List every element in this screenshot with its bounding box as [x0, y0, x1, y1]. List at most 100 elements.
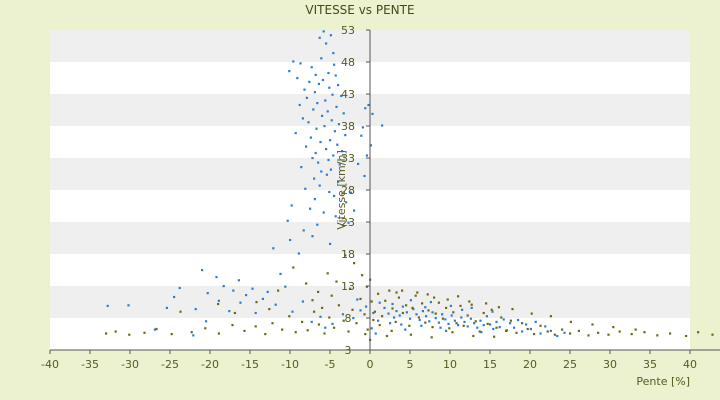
- scatter-point: [482, 311, 485, 315]
- scatter-point: [521, 322, 524, 325]
- scatter-point: [457, 324, 460, 327]
- scatter-point: [430, 336, 433, 339]
- scatter-point: [367, 103, 370, 107]
- scatter-point: [395, 291, 398, 294]
- scatter-point: [597, 331, 600, 334]
- scatter-point: [317, 161, 320, 164]
- scatter-point: [313, 91, 316, 94]
- scatter-point: [347, 330, 350, 333]
- scatter-point: [322, 211, 325, 214]
- scatter-point: [385, 334, 388, 338]
- scatter-point: [296, 77, 299, 80]
- scatter-point: [271, 322, 274, 325]
- scatter-point: [347, 221, 350, 224]
- scatter-point: [363, 174, 366, 178]
- scatter-point: [412, 308, 415, 311]
- scatter-point: [222, 285, 225, 288]
- scatter-point: [415, 313, 418, 316]
- scatter-point: [288, 70, 291, 73]
- scatter-point: [656, 334, 659, 337]
- scatter-point: [344, 134, 347, 137]
- scatter-point: [381, 315, 384, 318]
- scatter-point: [472, 334, 475, 338]
- scatter-point: [546, 330, 549, 333]
- scatter-point: [408, 324, 411, 327]
- x-tick-label: 5: [407, 358, 414, 371]
- scatter-point: [441, 313, 444, 316]
- scatter-point: [479, 319, 482, 322]
- scatter-point: [297, 252, 300, 255]
- scatter-point: [445, 329, 448, 332]
- scatter-point: [452, 311, 455, 314]
- scatter-point: [451, 331, 454, 334]
- scatter-point: [323, 332, 326, 335]
- scatter-point: [201, 269, 204, 272]
- scatter-point: [397, 296, 400, 299]
- scatter-point: [360, 134, 363, 137]
- scatter-point: [411, 306, 414, 309]
- scatter-point: [427, 309, 430, 312]
- scatter-point: [453, 319, 456, 322]
- scatter-point: [517, 318, 520, 322]
- scatter-point: [405, 304, 408, 307]
- scatter-point: [313, 177, 316, 180]
- scatter-point: [455, 322, 458, 325]
- scatter-point: [317, 323, 320, 326]
- scatter-point: [381, 124, 384, 127]
- x-tick-label: 30: [603, 358, 617, 371]
- scatter-point: [329, 139, 332, 142]
- scatter-point: [372, 318, 375, 322]
- scatter-point: [330, 119, 333, 122]
- scatter-point: [232, 289, 235, 292]
- scatter-point: [539, 324, 542, 327]
- scatter-point: [317, 82, 320, 85]
- scatter-point: [324, 326, 327, 329]
- scatter-point: [272, 247, 275, 250]
- scatter-point: [329, 168, 332, 171]
- scatter-point: [352, 317, 355, 320]
- scatter-point: [330, 294, 333, 297]
- x-tick-label: -15: [241, 358, 259, 371]
- y-tick-label: 18: [341, 248, 355, 261]
- scatter-point: [314, 151, 317, 155]
- scatter-point: [388, 289, 391, 292]
- scatter-point: [321, 114, 324, 117]
- scatter-point: [305, 145, 308, 148]
- scatter-point: [429, 301, 432, 304]
- scatter-point: [473, 322, 476, 325]
- scatter-point: [482, 324, 485, 327]
- scatter-point: [374, 332, 377, 335]
- scatter-point: [569, 320, 572, 323]
- scatter-point: [357, 162, 360, 165]
- scatter-point: [245, 294, 248, 297]
- scatter-point: [305, 96, 308, 99]
- scatter-point: [431, 311, 434, 314]
- scatter-point: [398, 314, 401, 317]
- scatter-point: [305, 282, 308, 285]
- scatter-point: [255, 301, 258, 304]
- scatter-point: [371, 112, 374, 115]
- scatter-point: [525, 323, 528, 326]
- scatter-point: [591, 323, 594, 326]
- scatter-point: [433, 296, 436, 299]
- scatter-point: [337, 123, 340, 126]
- x-tick-label: 40: [683, 358, 697, 371]
- scatter-point: [289, 238, 292, 242]
- scatter-point: [391, 307, 394, 310]
- scatter-point: [434, 317, 437, 320]
- scatter-point: [190, 331, 193, 334]
- scatter-point: [401, 305, 404, 308]
- scatter-point: [320, 57, 323, 60]
- scatter-point: [577, 329, 580, 332]
- scatter-point: [409, 299, 412, 302]
- scatter-point: [310, 66, 313, 69]
- scatter-point: [457, 295, 460, 298]
- scatter-point: [323, 125, 326, 128]
- scatter-point: [669, 332, 672, 335]
- scatter-point: [173, 295, 176, 299]
- scatter-point: [434, 312, 437, 315]
- scatter-point: [299, 62, 302, 65]
- y-tick-label: 8: [345, 312, 352, 325]
- x-tick-label: -10: [281, 358, 299, 371]
- scatter-point: [302, 229, 305, 232]
